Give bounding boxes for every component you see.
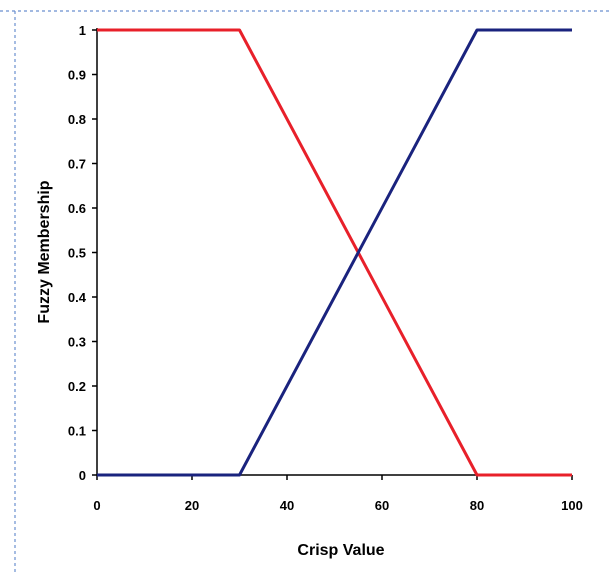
x-tick-label: 80 xyxy=(470,498,484,513)
x-tick-label: 60 xyxy=(375,498,389,513)
y-tick-label: 0.5 xyxy=(68,246,86,261)
axes xyxy=(96,28,572,476)
y-tick-label: 0 xyxy=(79,468,86,483)
x-tick-label: 20 xyxy=(185,498,199,513)
y-tick-label: 0.4 xyxy=(68,290,87,305)
series-line-2 xyxy=(97,28,572,477)
y-tick-label: 0.2 xyxy=(68,379,86,394)
y-tick-label: 1 xyxy=(79,23,86,38)
ticks: 0 0.1 0.2 0.3 0.4 0.5 0.6 0.7 0.8 0.9 1 0 20 40 60 80 10… xyxy=(68,23,583,513)
y-tick-label: 0.7 xyxy=(68,157,86,172)
y-tick-label: 0.9 xyxy=(68,68,86,83)
series-layer xyxy=(97,28,572,477)
y-tick-label: 0.8 xyxy=(68,112,86,127)
x-tick-label: 100 xyxy=(561,498,583,513)
x-tick-label: 0 xyxy=(93,498,100,513)
y-tick-label: 0.6 xyxy=(68,201,86,216)
x-tick-label: 40 xyxy=(280,498,294,513)
series-line-1 xyxy=(97,28,572,477)
y-tick-label: 0.3 xyxy=(68,335,86,350)
y-axis-title: Fuzzy Membership xyxy=(36,180,53,323)
x-axis-title: Crisp Value xyxy=(297,542,384,559)
y-tick-label: 0.1 xyxy=(68,424,86,439)
